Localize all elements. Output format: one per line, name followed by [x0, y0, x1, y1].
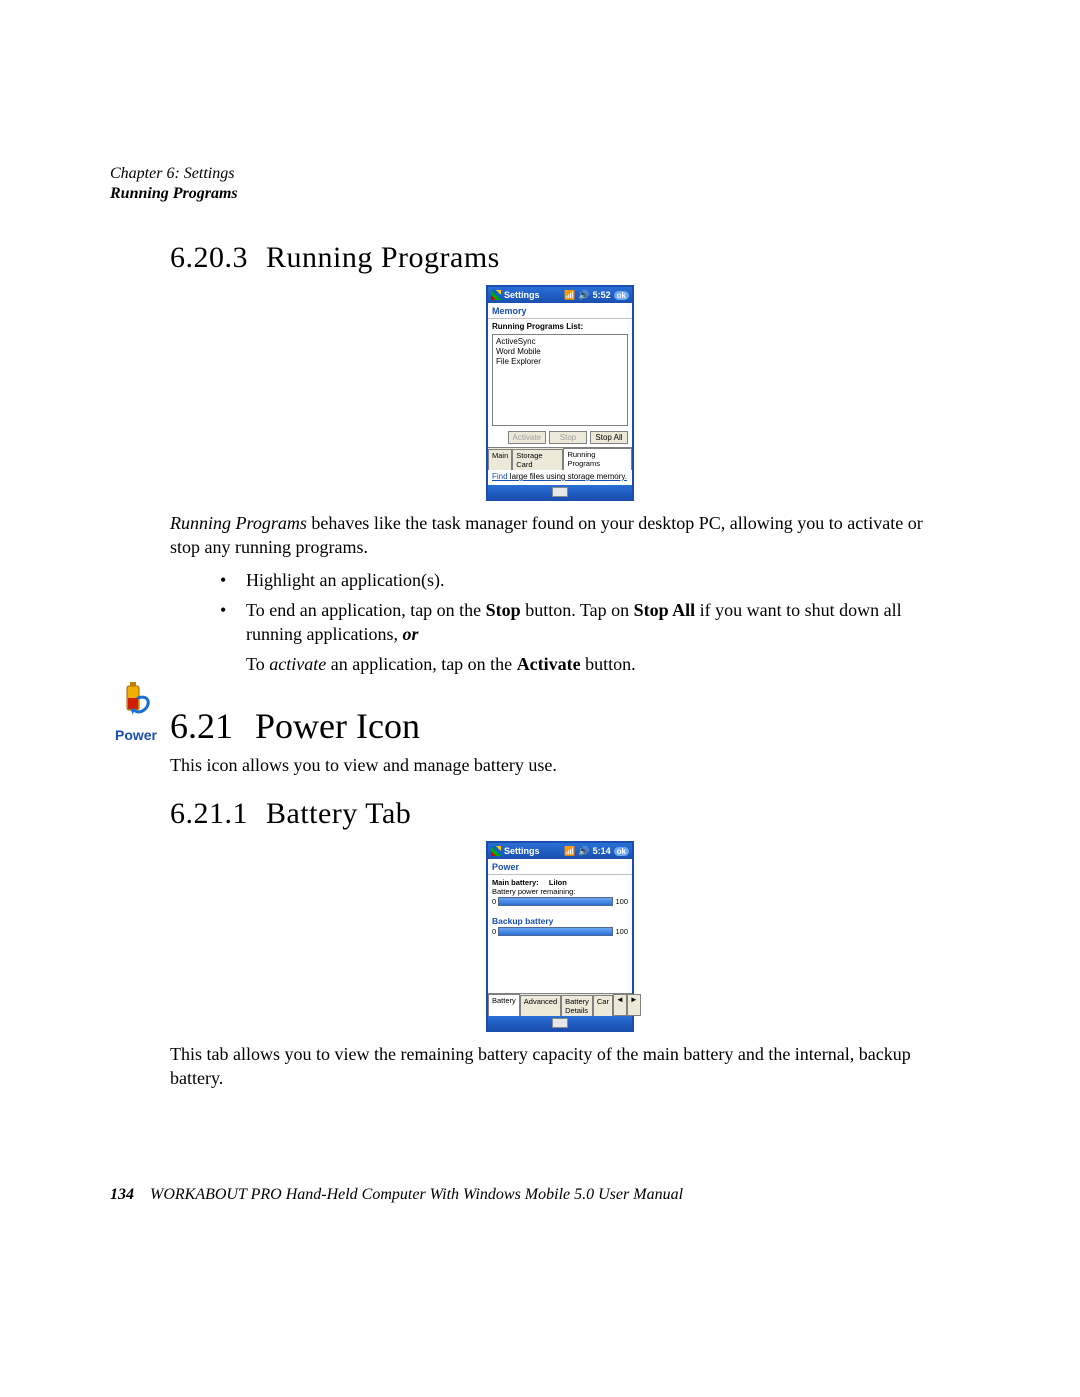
tab-battery[interactable]: Battery: [488, 994, 520, 1016]
list-item[interactable]: File Explorer: [496, 357, 624, 367]
heading-6-21: 6.21 Power Icon: [170, 705, 950, 747]
bullet-continuation: To activate an application, tap on the A…: [246, 652, 950, 676]
bullet-list: Highlight an application(s). To end an a…: [220, 568, 950, 647]
bullet-item: To end an application, tap on the Stop b…: [220, 598, 950, 647]
paragraph-power-intro: This icon allows you to view and manage …: [170, 753, 950, 777]
start-flag-icon: [491, 290, 501, 300]
tab-car[interactable]: Car: [593, 995, 613, 1016]
keyboard-icon[interactable]: [552, 1018, 568, 1028]
tab-battery-details[interactable]: Battery Details: [561, 995, 593, 1016]
heading-title: Battery Tab: [266, 797, 411, 830]
running-programs-label: Running Programs List:: [488, 319, 632, 332]
stop-button[interactable]: Stop: [549, 431, 587, 444]
heading-title: Power Icon: [255, 706, 420, 746]
battery-power-icon: [116, 680, 156, 720]
tab-advanced[interactable]: Advanced: [520, 995, 561, 1016]
tab-scroll-right[interactable]: ►: [627, 994, 641, 1016]
heading-6-20-3: 6.20.3 Running Programs: [170, 241, 950, 275]
remaining-label: Battery power remaining:: [492, 887, 628, 896]
ok-button[interactable]: ok: [614, 847, 629, 856]
tab-scroll-left[interactable]: ◄: [613, 994, 627, 1016]
heading-number: 6.21.1: [170, 797, 248, 830]
backup-battery-label: Backup battery: [492, 916, 628, 926]
tab-main[interactable]: Main: [488, 449, 512, 470]
device-subtitle: Power: [488, 859, 632, 875]
paragraph-battery-tab: This tab allows you to view the remainin…: [170, 1042, 950, 1091]
page-number: 134: [110, 1186, 134, 1203]
keyboard-icon[interactable]: [552, 487, 568, 497]
titlebar-title: Settings: [504, 290, 540, 300]
heading-title: Running Programs: [266, 241, 500, 274]
device-titlebar: Settings 📶 🔊 5:52 ok: [488, 287, 632, 303]
list-item[interactable]: Word Mobile: [496, 347, 624, 357]
heading-6-21-1: 6.21.1 Battery Tab: [170, 797, 950, 831]
titlebar-title: Settings: [504, 846, 540, 856]
backup-battery-bar: 0 100: [492, 927, 628, 936]
heading-number: 6.21: [170, 706, 233, 746]
sip-bar: [488, 485, 632, 499]
signal-icon: 📶: [564, 846, 575, 857]
main-battery-bar: 0 100: [492, 897, 628, 906]
stop-all-button[interactable]: Stop All: [590, 431, 628, 444]
titlebar-time: 5:52: [593, 290, 611, 300]
sip-bar: [488, 1016, 632, 1030]
tab-storage-card[interactable]: Storage Card: [512, 449, 563, 470]
screenshot-battery-tab: Settings 📶 🔊 5:14 ok Power Main battery:…: [486, 841, 634, 1032]
main-battery-row: Main battery: LiIon: [492, 878, 628, 887]
header-chapter: Chapter 6: Settings: [110, 165, 970, 183]
running-programs-list[interactable]: ActiveSync Word Mobile File Explorer: [492, 334, 628, 426]
start-flag-icon: [491, 846, 501, 856]
speaker-icon: 🔊: [578, 846, 589, 857]
signal-icon: 📶: [564, 290, 575, 301]
device-subtitle: Memory: [488, 303, 632, 319]
device-tabs: Battery Advanced Battery Details Car ◄ ►: [488, 993, 632, 1016]
footer-text: WORKABOUT PRO Hand-Held Computer With Wi…: [150, 1186, 683, 1203]
ok-button[interactable]: ok: [614, 291, 629, 300]
bullet-item: Highlight an application(s).: [220, 568, 950, 592]
power-icon-margin: Power: [108, 680, 164, 743]
device-tabs: Main Storage Card Running Programs: [488, 447, 632, 470]
list-item[interactable]: ActiveSync: [496, 337, 624, 347]
page-footer: 134 WORKABOUT PRO Hand-Held Computer With…: [110, 1186, 683, 1204]
tab-running-programs[interactable]: Running Programs: [563, 448, 632, 470]
header-section: Running Programs: [110, 185, 970, 203]
paragraph-running-programs: Running Programs behaves like the task m…: [170, 511, 950, 560]
device-titlebar: Settings 📶 🔊 5:14 ok: [488, 843, 632, 859]
screenshot-running-programs: Settings 📶 🔊 5:52 ok Memory Running Prog…: [486, 285, 634, 501]
titlebar-time: 5:14: [593, 846, 611, 856]
speaker-icon: 🔊: [578, 290, 589, 301]
heading-number: 6.20.3: [170, 241, 248, 274]
power-icon-label: Power: [108, 727, 164, 743]
find-files-link[interactable]: Find large files using storage memory.: [488, 470, 632, 485]
activate-button[interactable]: Activate: [508, 431, 546, 444]
